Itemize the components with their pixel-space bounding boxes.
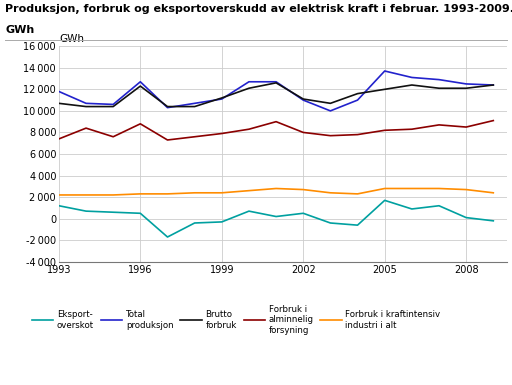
Text: Produksjon, forbruk og eksportoverskudd av elektrisk kraft i februar. 1993-2009.: Produksjon, forbruk og eksportoverskudd … — [5, 4, 512, 14]
Text: GWh: GWh — [5, 25, 34, 35]
Legend: Eksport-
overskot, Total
produksjon, Brutto
forbruk, Forbruk i
alminnelig
forsyn: Eksport- overskot, Total produksjon, Bru… — [32, 305, 440, 335]
Text: GWh: GWh — [59, 34, 84, 44]
